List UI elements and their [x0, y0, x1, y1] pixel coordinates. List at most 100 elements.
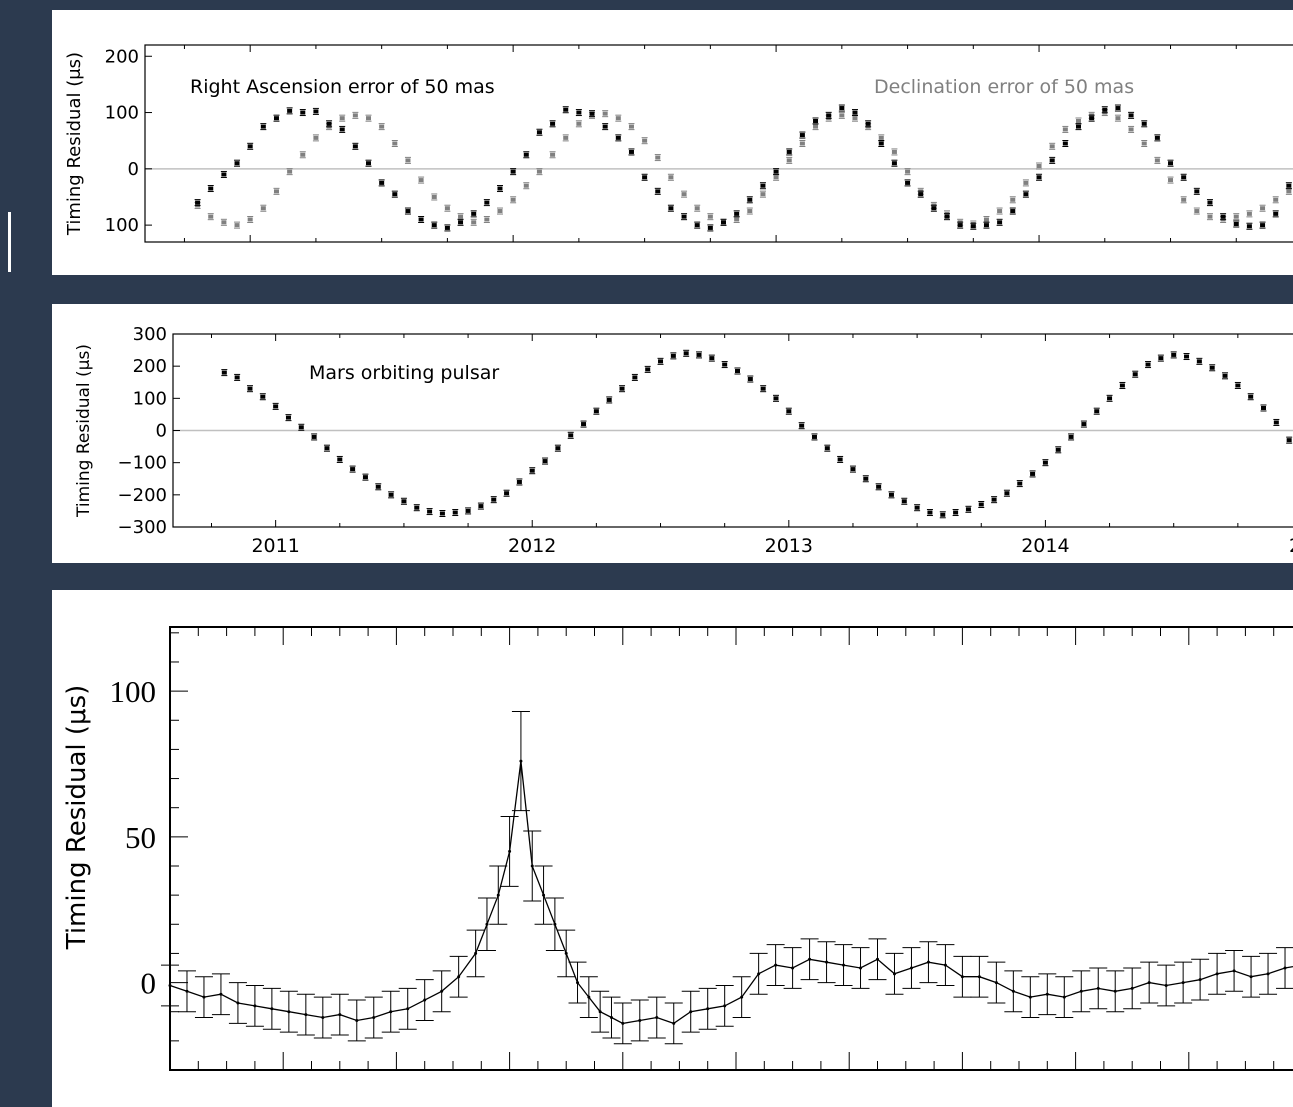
data-point [219, 992, 223, 996]
data-point [645, 367, 651, 372]
data-point [707, 225, 713, 230]
y-tick-label: 300 [133, 324, 167, 345]
data-point [602, 124, 608, 129]
y-tick-label: 0 [156, 421, 167, 442]
data-point [1141, 121, 1147, 126]
data-point [581, 422, 587, 427]
data-point [414, 505, 420, 510]
data-point [799, 133, 805, 138]
data-point [1184, 354, 1190, 359]
data-point [1011, 989, 1015, 993]
data-point [1023, 192, 1029, 197]
data-point [978, 502, 984, 507]
data-point [813, 118, 819, 123]
data-point [786, 409, 792, 414]
y-axis-label: Timing Residual (μs) [62, 685, 92, 951]
data-point [388, 492, 394, 497]
data-point [1042, 460, 1048, 465]
data-point [542, 893, 546, 897]
data-point [260, 394, 266, 399]
y-tick-label: 200 [133, 356, 167, 377]
y-tick-label: 0 [141, 966, 157, 1001]
data-point [970, 221, 976, 226]
data-point [452, 510, 458, 515]
data-point [1096, 986, 1100, 990]
data-point [1036, 164, 1042, 169]
data-point [1068, 434, 1074, 439]
data-point [202, 995, 206, 999]
data-point [683, 351, 689, 356]
data-point [401, 499, 407, 504]
data-point [389, 1010, 393, 1014]
data-point [273, 189, 279, 194]
x-tick-label: 20 [1289, 535, 1293, 557]
data-point [1158, 356, 1164, 361]
data-point [773, 169, 779, 174]
data-point [458, 220, 464, 225]
data-point [471, 211, 477, 216]
data-point [760, 386, 766, 391]
data-point [1181, 197, 1187, 202]
data-point [1147, 981, 1151, 985]
data-point [350, 467, 356, 472]
data-point [236, 1001, 240, 1005]
data-point [1028, 995, 1032, 999]
data-point [1062, 995, 1066, 999]
y-tick-label: 50 [125, 820, 156, 855]
data-point [960, 975, 964, 979]
data-point [1283, 966, 1287, 970]
data-point [1130, 986, 1134, 990]
y-tick-label: 100 [133, 388, 167, 409]
data-point [839, 106, 845, 111]
data-point [497, 209, 503, 214]
data-point [1045, 992, 1049, 996]
data-point [208, 186, 214, 191]
y-axis-label: Timing Residual (μs) [74, 344, 94, 518]
data-point [602, 111, 608, 116]
data-point [1119, 383, 1125, 388]
data-point [1094, 409, 1100, 414]
data-point [568, 433, 574, 438]
y-tick-label: 100 [110, 674, 157, 709]
data-point [839, 113, 845, 118]
data-point [195, 200, 201, 205]
data-point [1075, 124, 1081, 129]
data-point [1198, 978, 1202, 982]
data-point [496, 893, 500, 897]
data-point [260, 206, 266, 211]
data-point [760, 192, 766, 197]
data-point [628, 124, 634, 129]
data-point [1115, 106, 1121, 111]
data-point [825, 960, 829, 964]
data-point [1055, 447, 1061, 452]
data-point [1036, 175, 1042, 180]
y-tick-label: −300 [118, 517, 167, 538]
y-tick-label: −200 [118, 485, 167, 506]
data-point [970, 224, 976, 229]
data-point [901, 499, 907, 504]
data-point [313, 109, 319, 114]
data-point [837, 457, 843, 462]
data-point [221, 220, 227, 225]
data-point [484, 217, 490, 222]
data-point [1286, 183, 1292, 188]
data-point [1233, 214, 1239, 219]
data-point [1194, 209, 1200, 214]
data-point [953, 510, 959, 515]
data-point [234, 375, 240, 380]
data-point [339, 116, 345, 121]
y-tick-label: 0 [128, 159, 139, 180]
data-point [706, 1007, 710, 1011]
data-point [1248, 394, 1254, 399]
data-point [1168, 178, 1174, 183]
data-point [497, 186, 503, 191]
data-point [852, 110, 858, 115]
data-point [707, 214, 713, 219]
data-point [439, 511, 445, 516]
data-point [773, 175, 779, 180]
data-point [1273, 420, 1279, 425]
data-point [339, 127, 345, 132]
data-point [672, 1021, 676, 1025]
data-point [1049, 158, 1055, 163]
x-tick-label: 2011 [251, 535, 299, 557]
